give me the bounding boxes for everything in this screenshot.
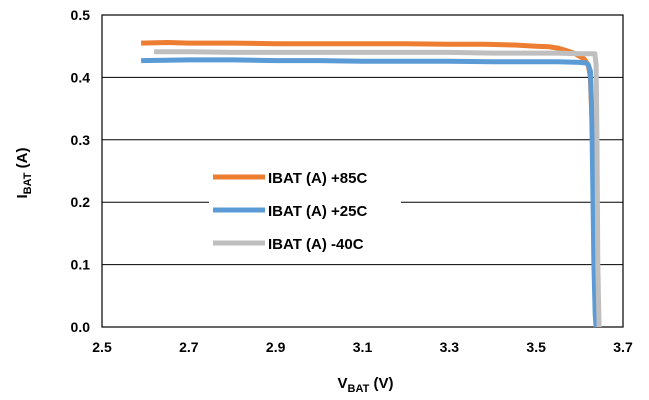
y-tick-labels: 0.0 0.1 0.2 0.3 0.4 0.5 <box>71 7 91 335</box>
x-tick-labels: 2.5 2.7 2.9 3.1 3.3 3.5 3.7 <box>92 339 633 355</box>
legend-item-bg <box>209 166 401 188</box>
x-axis-title-sub: BAT <box>348 383 370 395</box>
legend-label: IBAT (A) +25C <box>268 203 367 220</box>
x-tick-label: 2.5 <box>92 339 112 355</box>
x-axis-title-unit: (V) <box>369 375 393 392</box>
x-tick-label: 3.7 <box>613 339 633 355</box>
series-line <box>154 49 602 328</box>
y-tick-label: 0.1 <box>71 257 91 273</box>
plot-area <box>101 14 624 328</box>
series-group <box>141 40 602 328</box>
y-axis-title-unit: (A) <box>14 148 31 173</box>
x-axis-title-main: V <box>338 375 348 392</box>
x-tick-label: 2.9 <box>266 339 286 355</box>
x-axis-title: VBAT (V) <box>338 375 394 395</box>
legend-item: IBAT (A) +25C <box>209 199 401 221</box>
legend: IBAT (A) +85C IBAT (A) +25C IBAT (A) -40C <box>209 166 401 254</box>
legend-item: IBAT (A) -40C <box>209 232 401 254</box>
y-tick-label: 0.4 <box>71 69 91 85</box>
x-tick-label: 3.3 <box>440 339 460 355</box>
y-tick-label: 0.5 <box>71 7 91 23</box>
legend-item-bg <box>209 199 401 221</box>
x-tick-label: 3.5 <box>526 339 546 355</box>
y-tick-label: 0.2 <box>71 194 91 210</box>
y-tick-label: 0.0 <box>71 319 91 335</box>
series-line <box>141 57 599 328</box>
y-tick-label: 0.3 <box>71 132 91 148</box>
legend-item: IBAT (A) +85C <box>209 166 401 188</box>
legend-item-bg <box>209 232 401 254</box>
legend-label: IBAT (A) -40C <box>268 236 364 253</box>
x-tick-label: 3.1 <box>353 339 373 355</box>
legend-label: IBAT (A) +85C <box>268 170 367 187</box>
x-tick-label: 2.7 <box>179 339 199 355</box>
y-axis-title-main: I <box>14 194 31 198</box>
y-axis-title: IBAT (A) <box>14 148 34 199</box>
y-axis-title-sub: BAT <box>22 172 34 194</box>
